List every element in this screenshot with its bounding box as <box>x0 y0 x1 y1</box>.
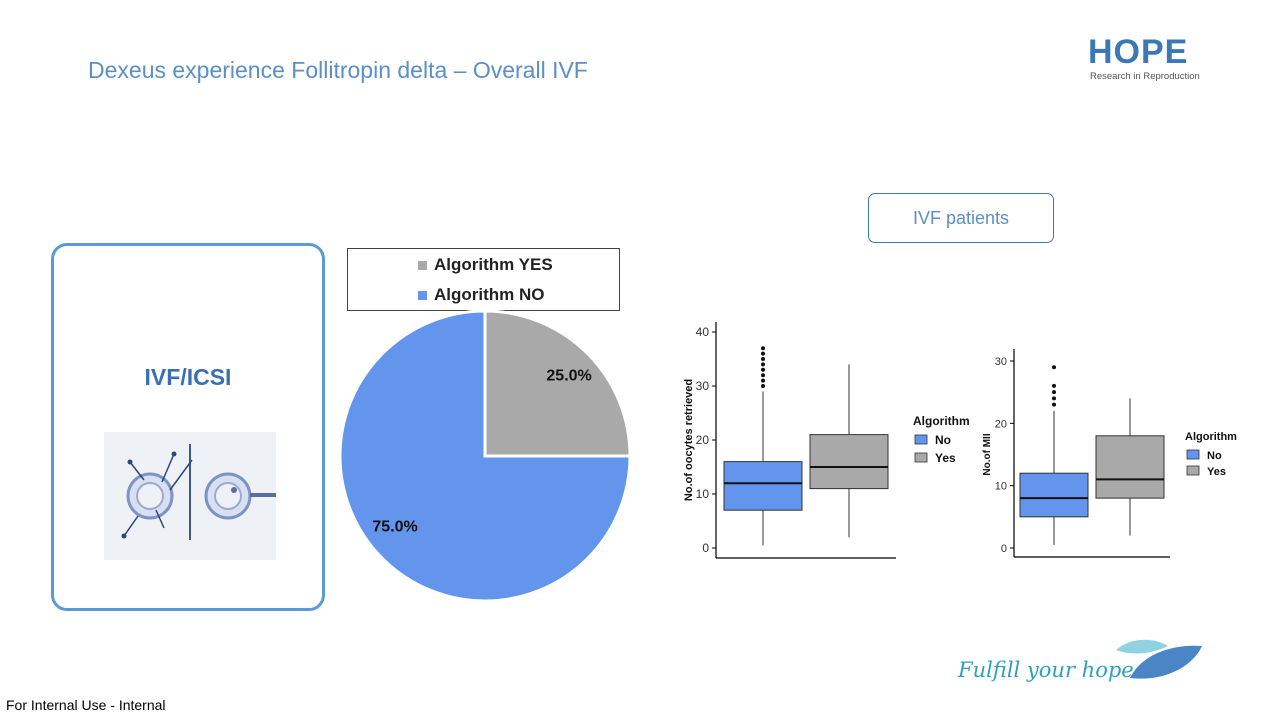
legend-label-yes: Yes <box>935 451 956 465</box>
pie-slice-yes <box>483 309 632 458</box>
outlier-point-no <box>761 384 765 388</box>
box-yes <box>809 434 889 490</box>
outlier-point-no <box>1052 396 1056 401</box>
boxplot-oocytes: 0 10 20 30 40 No.of oocytes retrieved Algorith… <box>683 322 970 559</box>
legend-title: Algorithm <box>1185 431 1237 443</box>
pie-slice-no <box>338 309 632 603</box>
y-tick-label: 10 <box>995 481 1007 493</box>
outlier-point-no <box>761 357 765 361</box>
y-axis-label: No.of MII <box>982 433 993 475</box>
y-tick-label: 40 <box>696 325 710 339</box>
y-tick-label: 10 <box>696 487 710 501</box>
y-tick-label: 0 <box>702 541 709 555</box>
pie-data-label-yes: 25.0% <box>546 368 591 385</box>
outlier-point-no <box>761 362 765 367</box>
ivf-icsi-label: IVF/ICSI <box>144 364 232 390</box>
pie-chart: 25.0% 75.0% <box>338 309 632 603</box>
legend-swatch-no <box>1186 449 1200 460</box>
leaf-logo-icon <box>1116 639 1202 679</box>
tagline: Fulfill your hope <box>958 658 1134 682</box>
legend-swatch-no <box>418 290 427 300</box>
legend-swatch-yes <box>1186 465 1200 476</box>
pie-legend-item-no: Algorithm NO <box>418 285 545 305</box>
logo-subtitle: Research in Reproduction <box>1090 71 1200 82</box>
pie-legend-label-no: Algorithm NO <box>434 285 545 304</box>
outlier-point-no <box>761 378 765 383</box>
y-axis-label: No.of oocytes retrieved <box>683 379 695 501</box>
legend-label-no: No <box>1207 450 1222 462</box>
outlier-point-no <box>1052 365 1056 370</box>
legend-title: Algorithm <box>913 414 970 428</box>
outlier-point-no <box>1052 390 1056 395</box>
ivf-patients-label: IVF patients <box>868 193 1054 243</box>
y-tick-label: 20 <box>696 433 710 447</box>
boxplot-mii: 0 10 20 30 No.of MII Algorithm No Yes <box>982 349 1237 558</box>
outlier-point-no <box>761 373 765 378</box>
pie-legend-label-yes: Algorithm YES <box>434 255 553 274</box>
pie-data-label-no: 75.0% <box>372 518 417 535</box>
outlier-point-no <box>1052 402 1056 407</box>
y-tick-label: 0 <box>1001 543 1007 555</box>
hope-logo: HOPE Research in Reproduction <box>1088 34 1203 84</box>
y-tick-label: 30 <box>696 379 710 393</box>
embryo-icon <box>104 432 276 560</box>
logo-word: HOPE <box>1088 33 1189 71</box>
legend-swatch-no <box>914 434 928 445</box>
pie-legend-item-yes: Algorithm YES <box>418 255 553 275</box>
outlier-point-no <box>761 346 765 351</box>
slide-title: Dexeus experience Follitropin delta – Ov… <box>88 57 588 83</box>
pie-legend: Algorithm YES Algorithm NO <box>347 248 620 311</box>
y-tick-label: 20 <box>995 418 1007 430</box>
box-yes <box>1095 435 1165 499</box>
legend-label-yes: Yes <box>1207 466 1226 478</box>
footer-label: For Internal Use - Internal <box>6 697 166 713</box>
outlier-point-no <box>761 367 765 372</box>
box-no <box>723 461 803 511</box>
legend-label-no: No <box>935 433 951 447</box>
box-no <box>1019 472 1089 518</box>
y-tick-label: 30 <box>995 356 1007 368</box>
legend-swatch-yes <box>914 452 928 463</box>
ivf-icsi-panel <box>51 243 325 611</box>
outlier-point-no <box>1052 383 1056 388</box>
outlier-point-no <box>761 351 765 356</box>
legend-swatch-yes <box>418 260 427 270</box>
